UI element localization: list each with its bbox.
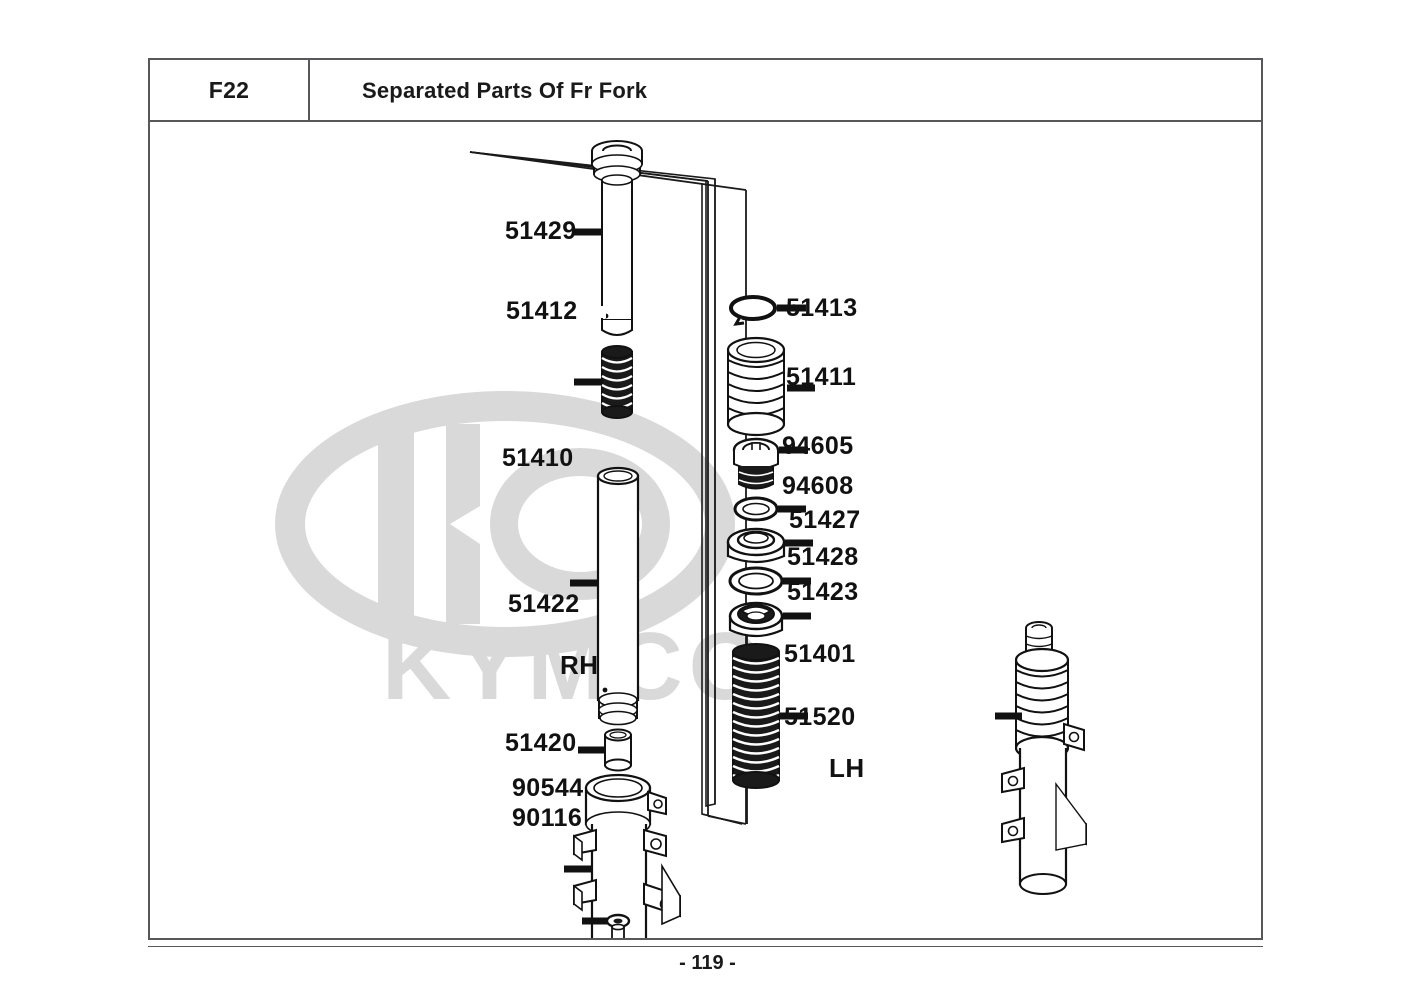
section-code-cell: F22 [148,58,310,122]
part-51413-clamp-ring [729,295,777,326]
part-51429-damper-rod [591,140,643,336]
part-51520-fork-assembly-lh [1001,621,1087,895]
part-51420-outer-tube-rh [573,773,681,938]
page-title: Separated Parts Of Fr Fork [362,78,648,103]
part-51411-dust-boot [726,336,786,437]
part-label-51411: 51411 [786,363,857,391]
part-51412-rebound-spring [601,345,633,419]
exploded-diagram: KYMCO [150,124,1261,938]
side-label-lh: LH [829,753,865,783]
part-94605-cap-bolt [732,437,780,490]
part-label-51410: 51410 [502,444,574,472]
part-label-90116: 90116 [512,804,583,832]
part-label-51520: 51520 [784,703,856,731]
part-label-51428: 51428 [787,543,859,571]
part-label-51429: 51429 [505,217,577,245]
part-label-51420: 51420 [505,729,577,757]
svg-text:KYMCO: KYMCO [382,613,769,720]
part-label-51413: 51413 [786,294,858,322]
part-label-90544: 90544 [512,774,584,802]
part-51401-fork-spring [732,643,780,789]
part-label-94605: 94605 [782,432,854,460]
part-label-51427: 51427 [789,506,861,534]
part-label-51423: 51423 [787,578,859,606]
part-94608-o-ring [733,496,779,522]
part-51428-stopper-ring [728,566,784,596]
part-51423-oil-seal [728,601,784,638]
part-51422-bushing [604,728,632,772]
side-label-rh: RH [560,650,599,680]
title-divider [310,120,1263,122]
part-51410-inner-tube [596,466,640,726]
part-label-51412: 51412 [506,297,578,325]
footer-divider [148,946,1263,947]
part-label-51401: 51401 [784,640,856,668]
page-number: - 119 - [679,952,736,974]
part-label-51422: 51422 [508,590,580,618]
part-90116-bolt [611,923,625,938]
leader-lines-2 [564,304,1022,925]
part-label-94608: 94608 [782,472,854,500]
part-51427-dust-seal [726,527,786,564]
section-code: F22 [208,76,250,103]
